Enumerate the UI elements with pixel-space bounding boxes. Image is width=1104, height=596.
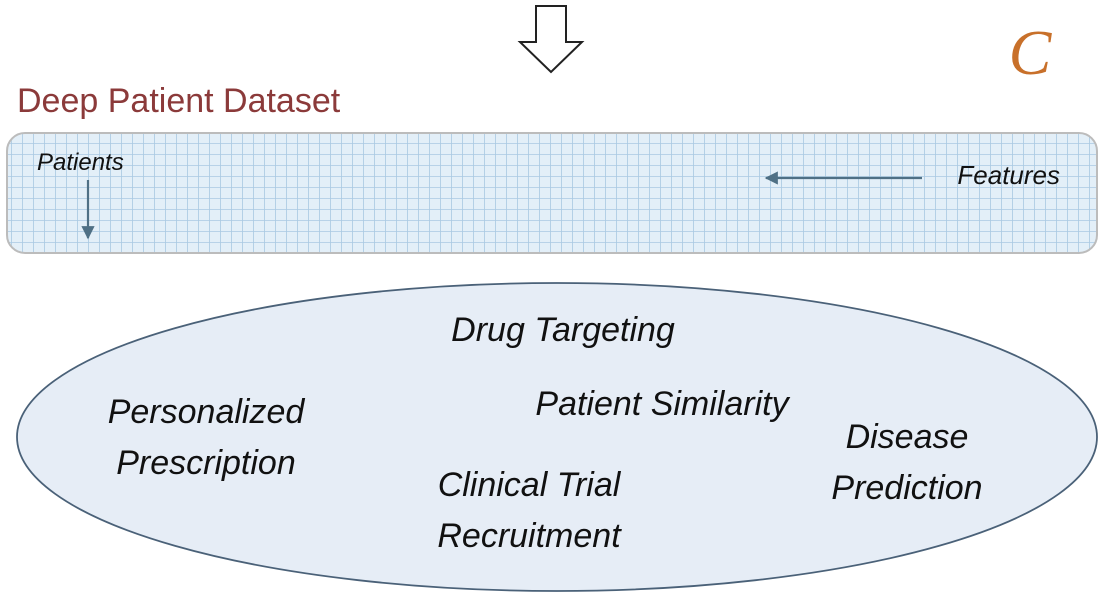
application-clinical-trial-recruitment-line-2: Recruitment xyxy=(437,517,622,555)
application-disease-prediction: Disease Prediction xyxy=(831,418,982,507)
application-patient-similarity: Patient Similarity xyxy=(535,385,790,423)
application-personalized-prescription-line-2: Prescription xyxy=(116,444,296,482)
panel-letter: C xyxy=(1009,17,1053,88)
patients-label: Patients xyxy=(37,149,124,176)
features-label: Features xyxy=(957,160,1060,190)
application-personalized-prescription-line-1: Personalized xyxy=(108,393,306,431)
application-disease-prediction-line-1: Disease xyxy=(846,418,969,456)
application-clinical-trial-recruitment-line-1: Clinical Trial xyxy=(438,466,622,504)
applications-ellipse xyxy=(16,282,1098,592)
application-clinical-trial-recruitment: Clinical Trial Recruitment xyxy=(437,466,622,555)
application-disease-prediction-line-2: Prediction xyxy=(831,469,982,507)
application-drug-targeting: Drug Targeting xyxy=(451,311,675,349)
flow-down-arrow-icon xyxy=(517,5,585,74)
dataset-title: Deep Patient Dataset xyxy=(17,82,341,120)
application-personalized-prescription: Personalized Prescription xyxy=(108,393,306,482)
application-drug-targeting-line-1: Drug Targeting xyxy=(451,311,675,349)
application-patient-similarity-line-1: Patient Similarity xyxy=(535,385,790,423)
dataset-grid xyxy=(6,132,1098,254)
